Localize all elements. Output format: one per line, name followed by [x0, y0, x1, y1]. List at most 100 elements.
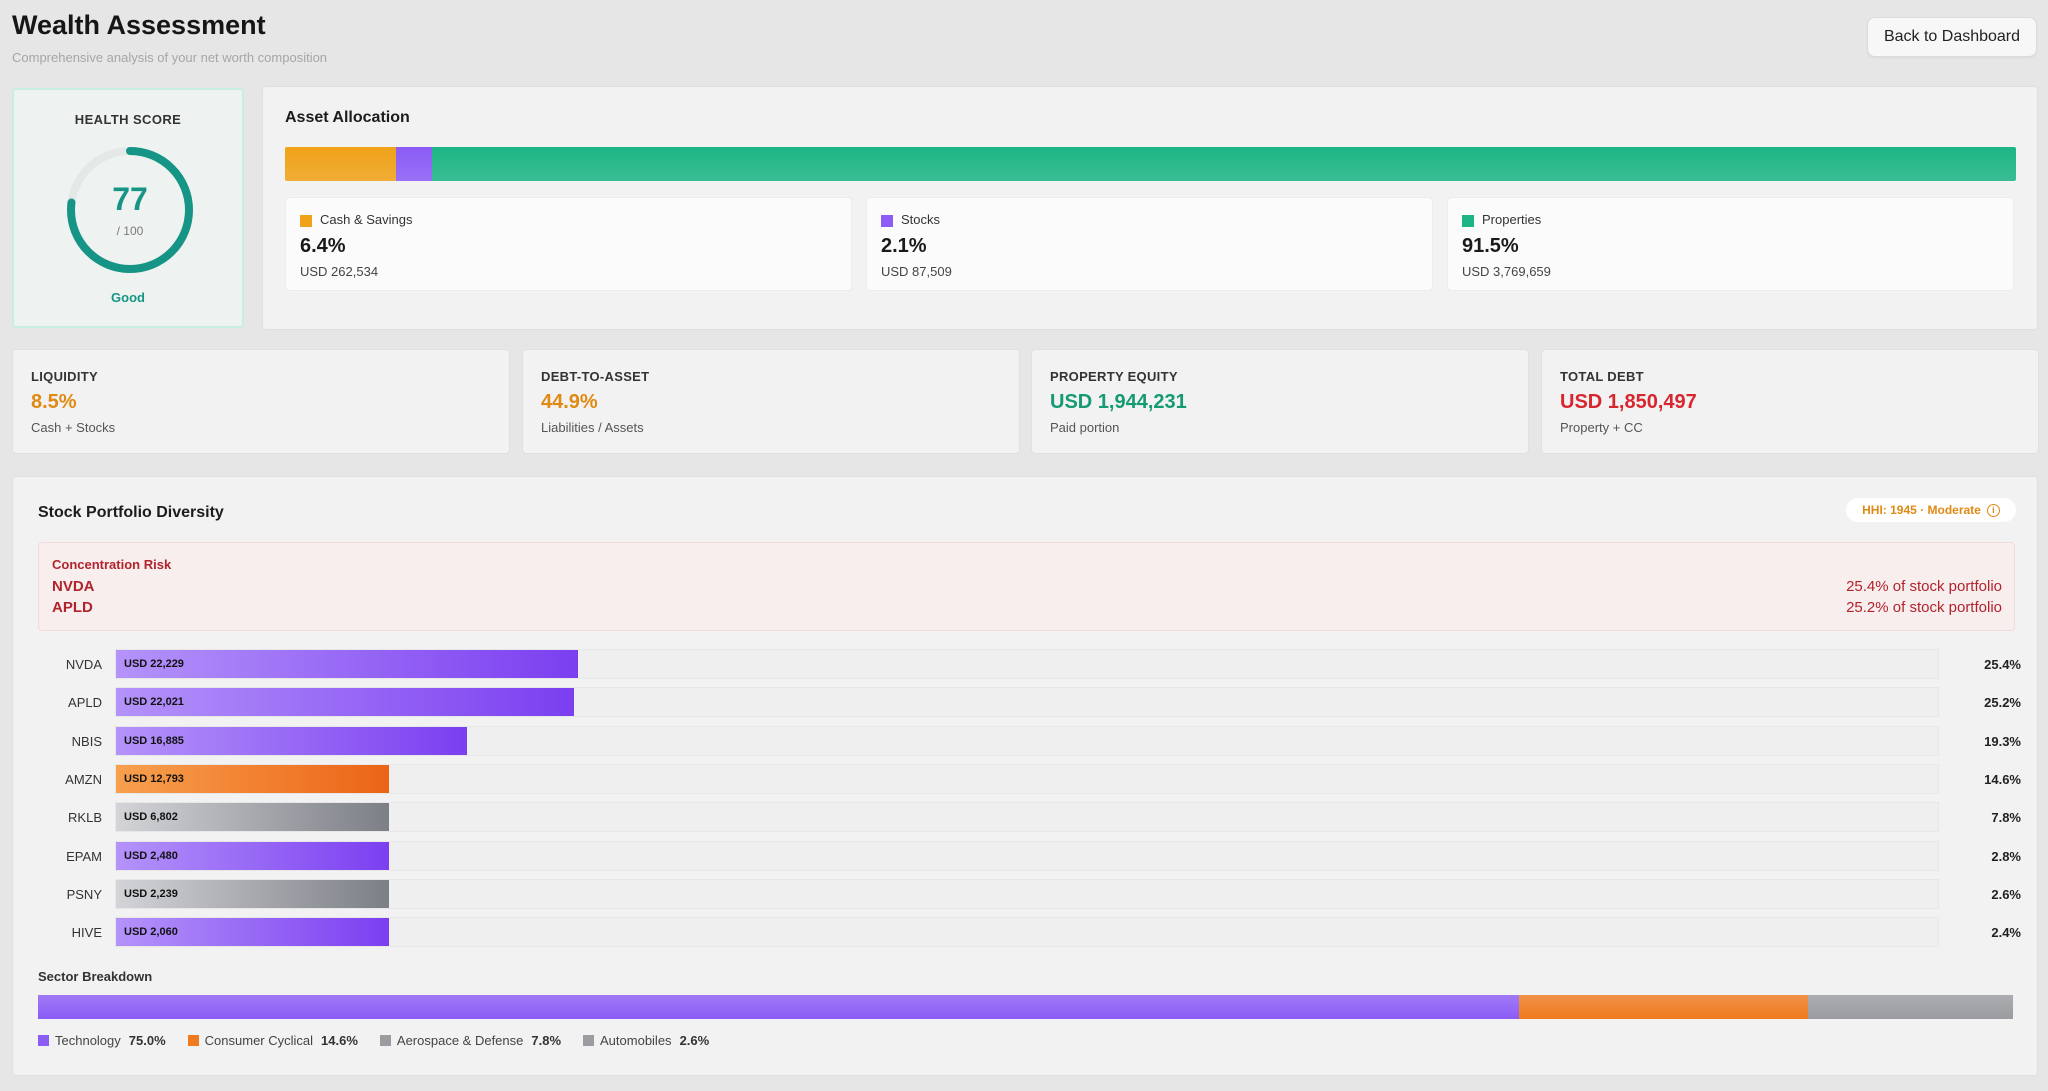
stock-ticker: EPAM [66, 848, 102, 864]
sector-name: Technology [55, 1033, 121, 1048]
health-score-gauge: 77 / 100 [65, 145, 195, 275]
allocation-segment [285, 147, 396, 181]
stock-bar: USD 6,802 [116, 803, 389, 832]
hhi-badge[interactable]: HHI: 1945 · Moderate i [1846, 498, 2016, 522]
sector-legend-item: Consumer Cyclical 14.6% [187, 1033, 358, 1048]
stock-bar-track: USD 6,802 [115, 802, 1939, 833]
metric-value: USD 1,850,497 [1560, 391, 1697, 413]
page-subtitle: Comprehensive analysis of your net worth… [12, 50, 328, 65]
stock-bar-track: USD 2,480 [115, 840, 1939, 871]
allocation-percent: 2.1% [881, 235, 927, 257]
risk-ticker: NVDA [52, 578, 95, 595]
concentration-risk-panel: Concentration Risk NVDA 25.4% of stock p… [38, 542, 2015, 631]
stock-ticker: HIVE [71, 925, 102, 941]
metric-sub: Liabilities / Assets [541, 420, 644, 435]
metric-sub: Paid portion [1050, 420, 1120, 435]
stock-percent: 2.4% [1991, 925, 2021, 941]
allocation-name: Stocks [901, 212, 941, 227]
stock-bar: USD 2,239 [116, 879, 389, 908]
metric-card-debt-to-asset: DEBT-TO-ASSET 44.9% Liabilities / Assets [522, 349, 1020, 454]
health-score-max: / 100 [116, 224, 144, 238]
health-score-status: Good [111, 290, 145, 305]
asset-allocation-card: Asset Allocation Cash & Savings 6.4% USD… [262, 86, 2038, 330]
allocation-percent: 91.5% [1462, 235, 1519, 257]
allocation-tile-stocks: Stocks 2.1% USD 87,509 [866, 197, 1433, 291]
sector-swatch [187, 1035, 199, 1046]
sector-percent: 2.6% [679, 1033, 710, 1048]
sector-swatch [379, 1035, 391, 1046]
metric-label: LIQUIDITY [31, 369, 98, 384]
allocation-tile-cash: Cash & Savings 6.4% USD 262,534 [285, 197, 852, 291]
sector-name: Aerospace & Defense [396, 1033, 524, 1048]
stock-percent: 25.2% [1984, 695, 2021, 711]
sector-breakdown-title: Sector Breakdown [38, 969, 153, 984]
stock-bar-track: USD 2,060 [115, 917, 1939, 948]
sector-percent: 7.8% [531, 1033, 562, 1048]
risk-item: NVDA 25.4% of stock portfolio [52, 578, 2002, 595]
stock-row: HIVE USD 2,060 2.4% [38, 917, 2021, 948]
stock-percent: 7.8% [1991, 810, 2021, 826]
sector-percent: 75.0% [128, 1033, 166, 1048]
metric-value: USD 1,944,231 [1050, 391, 1187, 413]
concentration-risk-title: Concentration Risk [52, 557, 172, 572]
sector-segment [38, 995, 1520, 1019]
stock-row: PSNY USD 2,239 2.6% [38, 878, 2021, 909]
metric-sub: Cash + Stocks [31, 420, 116, 435]
stock-row: APLD USD 22,021 25.2% [38, 687, 2021, 718]
stock-percent: 25.4% [1984, 657, 2021, 672]
page-title: Wealth Assessment [12, 10, 266, 40]
allocation-tile-properties: Properties 91.5% USD 3,769,659 [1447, 197, 2014, 291]
stock-portfolio-card: Stock Portfolio Diversity HHI: 1945 · Mo… [12, 476, 2038, 1076]
info-icon[interactable]: i [1986, 503, 2000, 517]
health-score-value: 77 [112, 181, 148, 217]
risk-item: APLD 25.2% of stock portfolio [52, 599, 2002, 616]
cash-swatch [300, 215, 312, 227]
stock-percent: 2.8% [1991, 848, 2021, 864]
risk-percent: 25.4% of stock portfolio [1846, 578, 2002, 595]
stock-bar: USD 2,480 [116, 841, 389, 870]
health-score-label: HEALTH SCORE [74, 112, 182, 127]
metric-card-liquidity: LIQUIDITY 8.5% Cash + Stocks [12, 349, 510, 454]
sector-percent: 14.6% [321, 1033, 358, 1048]
stocks-swatch [881, 215, 893, 227]
stock-row: EPAM USD 2,480 2.8% [38, 840, 2021, 871]
metric-card-total-debt: TOTAL DEBT USD 1,850,497 Property + CC [1541, 349, 2039, 454]
metric-card-property-equity: PROPERTY EQUITY USD 1,944,231 Paid porti… [1031, 349, 1529, 454]
sector-legend: Technology 75.0% Consumer Cyclical 14.6% Aer… [38, 1033, 709, 1048]
stock-row: NVDA USD 22,229 25.4% [38, 649, 2021, 679]
properties-swatch [1462, 215, 1474, 227]
back-to-dashboard-button[interactable]: Back to Dashboard [1867, 17, 2037, 57]
risk-percent: 25.2% of stock portfolio [1846, 599, 2002, 616]
allocation-amount: USD 262,534 [300, 264, 379, 279]
hhi-text: HHI: 1945 · Moderate [1862, 503, 1981, 517]
allocation-name: Cash & Savings [320, 212, 413, 227]
sector-name: Consumer Cyclical [204, 1033, 314, 1048]
metric-label: DEBT-TO-ASSET [541, 369, 650, 384]
asset-allocation-bar [285, 147, 2016, 181]
metric-label: PROPERTY EQUITY [1050, 369, 1178, 384]
stock-bar: USD 16,885 [116, 726, 468, 755]
portfolio-title: Stock Portfolio Diversity [38, 504, 224, 521]
metric-value: 44.9% [541, 391, 598, 413]
stock-row: AMZN USD 12,793 14.6% [38, 763, 2021, 794]
stock-ticker: NBIS [71, 733, 102, 749]
asset-allocation-title: Asset Allocation [285, 109, 410, 126]
metric-label: TOTAL DEBT [1560, 369, 1644, 384]
sector-swatch [38, 1035, 49, 1046]
sector-breakdown-bar [38, 995, 2013, 1019]
sector-legend-item: Automobiles 2.6% [583, 1033, 709, 1048]
sector-swatch [583, 1035, 595, 1046]
stock-ticker: PSNY [66, 886, 102, 902]
stock-bar: USD 2,060 [116, 918, 389, 947]
sector-legend-item: Technology 75.0% [38, 1033, 166, 1048]
stock-bar: USD 22,021 [116, 688, 575, 717]
stock-bar: USD 22,229 [116, 650, 578, 678]
stock-ticker: NVDA [65, 657, 102, 672]
sector-name: Automobiles [600, 1033, 672, 1048]
stock-percent: 19.3% [1984, 733, 2021, 749]
allocation-amount: USD 3,769,659 [1462, 264, 1551, 279]
stock-bar-track: USD 2,239 [115, 878, 1939, 909]
stock-percent: 2.6% [1991, 886, 2021, 902]
stock-row: NBIS USD 16,885 19.3% [38, 725, 2021, 756]
stock-row: RKLB USD 6,802 7.8% [38, 802, 2021, 833]
